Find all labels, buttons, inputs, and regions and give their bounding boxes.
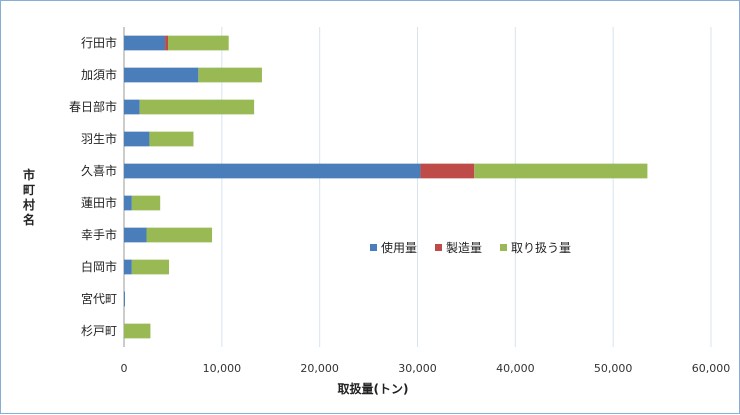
bar-segment [124,291,125,307]
legend: 使用量 製造量 取り扱う量 [370,240,571,255]
legend-label: 使用量 [381,240,417,255]
bar-segment [124,99,140,115]
bar-segment [124,323,151,339]
bar-segment [168,35,229,51]
bar-segment [124,35,166,51]
category-label: 幸手市 [81,227,117,242]
x-tick-label: 10,000 [203,362,242,375]
bar-segment [146,227,213,243]
category-label: 宮代町 [81,291,117,306]
bar-segment [139,99,255,115]
bar-segment [124,131,150,147]
bar-segment [149,131,194,147]
category-label: 加須市 [81,67,117,82]
bar-segment [124,163,421,179]
y-axis-title-char: 村 [23,197,35,212]
x-tick-label: 0 [121,362,128,375]
bar-segment [420,163,475,179]
x-tick-labels: 0 10,000 20,000 30,000 40,000 50,000 60,000 [121,362,731,375]
category-label: 蓮田市 [81,195,117,210]
y-axis-title-char: 市 [23,167,35,182]
x-tick-label: 20,000 [300,362,339,375]
x-tick-label: 30,000 [398,362,437,375]
bar-segment [124,227,147,243]
legend-label: 製造量 [446,241,482,255]
bar-segment [124,67,199,83]
category-label: 春日部市 [69,99,117,114]
category-label: 久喜市 [81,163,117,178]
legend-swatch [435,244,442,251]
bar-segment [124,259,132,275]
x-axis-title: 取扱量(トン) [338,381,409,396]
category-label: 白岡市 [81,259,117,274]
bar-segment [131,259,170,275]
bar-segment [165,35,169,51]
category-label: 杉戸町 [81,324,117,338]
bar-segment [124,195,132,211]
x-tick-label: 40,000 [496,362,535,375]
legend-swatch [500,244,507,251]
y-axis-title-char: 名 [23,212,35,227]
x-tick-label: 50,000 [594,362,633,375]
bar-segment [198,67,262,83]
bar-segment [131,195,161,211]
bars [124,35,648,339]
x-tick-label: 60,000 [692,362,731,375]
bar-segment [474,163,648,179]
y-axis-title: 市町村名 [23,167,35,227]
legend-label: 取り扱う量 [511,241,571,255]
category-label: 羽生市 [81,131,117,146]
legend-swatch [370,244,377,251]
category-label: 行田市 [81,35,117,50]
y-axis-title-char: 町 [23,183,35,197]
